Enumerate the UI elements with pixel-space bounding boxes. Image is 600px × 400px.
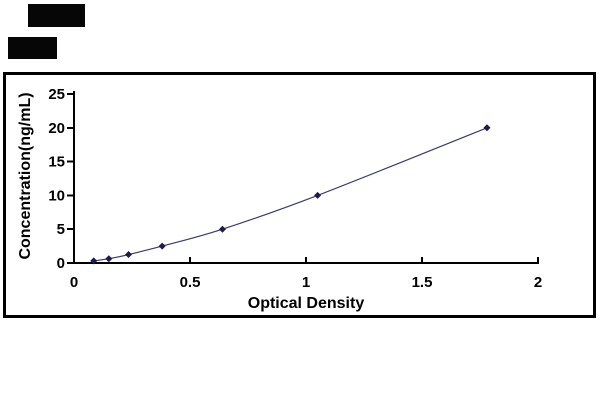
data-point-marker-4 bbox=[218, 225, 226, 233]
data-point-marker-1 bbox=[105, 255, 113, 263]
standard-curve-line bbox=[93, 127, 488, 262]
redacted-logo-bar-top bbox=[28, 4, 85, 27]
y-tick-label-25: 25 bbox=[48, 86, 65, 103]
x-tick-label-2: 2 bbox=[534, 274, 542, 291]
x-tick-label-1: 1 bbox=[302, 274, 310, 291]
y-tick-label-10: 10 bbox=[48, 187, 65, 204]
x-tick-label-1.5: 1.5 bbox=[412, 274, 433, 291]
data-point-marker-2 bbox=[125, 251, 133, 259]
x-tick-label-0.5: 0.5 bbox=[180, 274, 201, 291]
data-point-marker-0 bbox=[90, 257, 98, 265]
data-point-marker-6 bbox=[483, 124, 491, 132]
y-tick-label-20: 20 bbox=[48, 120, 65, 137]
y-tick-label-0: 0 bbox=[57, 255, 65, 272]
x-axis-title: Optical Density bbox=[247, 295, 365, 312]
data-point-marker-5 bbox=[314, 191, 322, 199]
y-axis-title: Concentration(ng/mL) bbox=[17, 92, 34, 260]
redacted-logo-bar-bottom bbox=[8, 37, 57, 59]
x-tick-label-0: 0 bbox=[70, 274, 78, 291]
chart-frame bbox=[3, 72, 596, 318]
data-point-marker-3 bbox=[158, 242, 166, 250]
y-tick-label-5: 5 bbox=[57, 221, 65, 238]
y-tick-label-15: 15 bbox=[48, 154, 65, 171]
